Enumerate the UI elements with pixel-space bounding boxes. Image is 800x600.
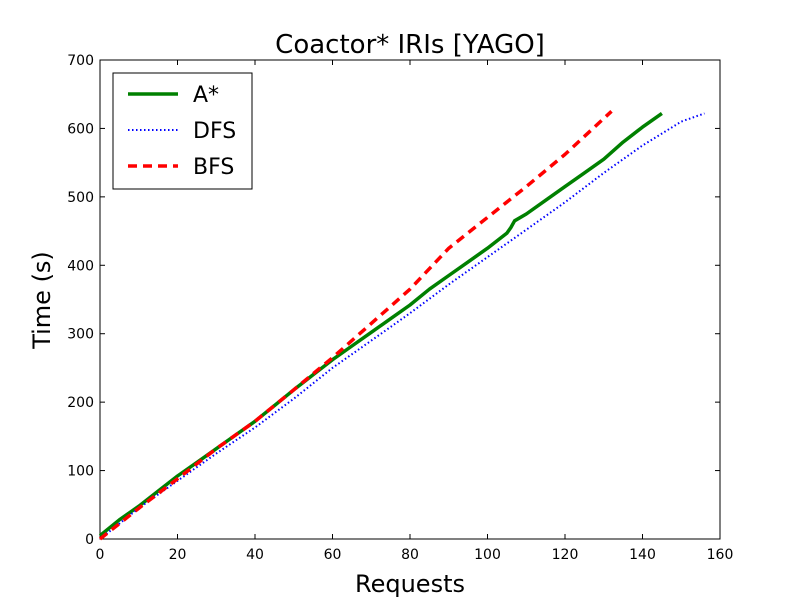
y-tick-label: 0 (85, 532, 94, 548)
series-line-dfs (99, 112, 705, 540)
x-tick-label: 60 (324, 547, 342, 563)
legend: A* DFS BFS (112, 72, 253, 190)
series-line-bfs (98, 110, 613, 541)
x-axis-ticks: 0 20 40 60 80 100 120 140 160 (96, 60, 734, 563)
x-tick-label: 40 (246, 547, 264, 563)
y-axis-title: Time (s) (28, 251, 56, 350)
y-tick-label: 100 (67, 464, 94, 480)
legend-label: DFS (193, 119, 236, 144)
x-tick-label: 120 (552, 547, 579, 563)
y-tick-label: 700 (67, 53, 94, 69)
chart-title: Coactor* IRIs [YAGO] (275, 30, 545, 60)
x-axis-title: Requests (355, 570, 465, 598)
x-tick-label: 0 (96, 547, 105, 563)
y-tick-label: 500 (67, 190, 94, 206)
y-tick-label: 400 (67, 258, 94, 274)
x-tick-label: 160 (707, 547, 734, 563)
y-tick-label: 600 (67, 121, 94, 137)
x-tick-label: 80 (401, 547, 419, 563)
y-tick-label: 200 (67, 395, 94, 411)
series-layer (98, 110, 705, 541)
y-tick-label: 300 (67, 327, 94, 343)
x-tick-label: 100 (474, 547, 501, 563)
y-axis-ticks: 0 100 200 300 400 500 600 700 (67, 53, 720, 548)
x-tick-label: 140 (629, 547, 656, 563)
legend-label: BFS (193, 155, 234, 180)
x-tick-label: 20 (169, 547, 187, 563)
legend-label: A* (193, 83, 219, 108)
